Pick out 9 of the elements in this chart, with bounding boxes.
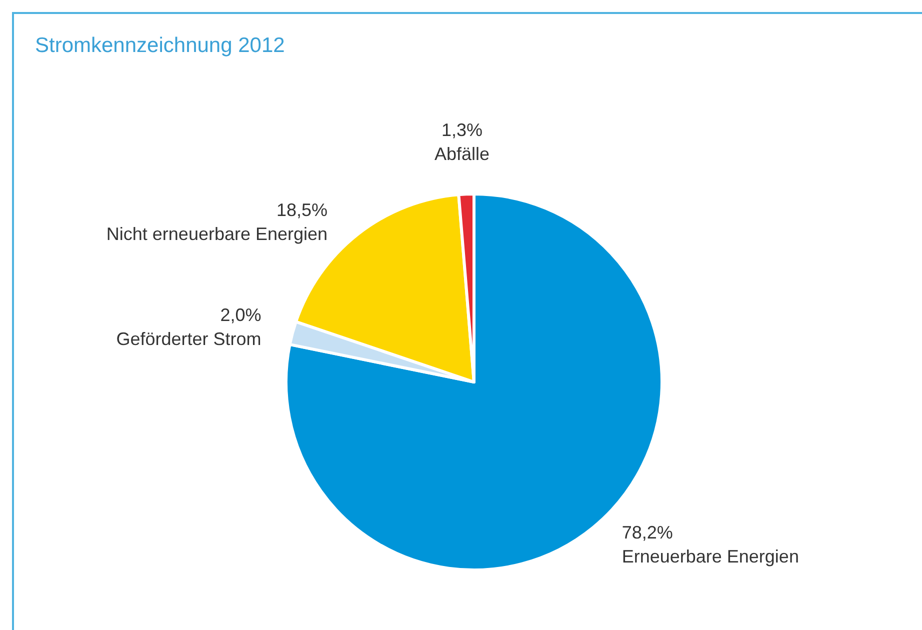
slice-label: Geförderter Strom <box>116 329 262 350</box>
data-label: 18,5% <box>276 200 328 220</box>
slice-label: Erneuerbare Energien <box>622 546 799 567</box>
chart-title: Stromkennzeichnung 2012 <box>35 34 285 57</box>
slice-label: Abfälle <box>434 144 490 164</box>
data-label: 1,3% <box>441 120 483 140</box>
data-label: 2,0% <box>220 305 262 326</box>
slice-label: Nicht erneuerbare Energien <box>106 224 328 244</box>
data-label: 78,2% <box>622 522 673 543</box>
